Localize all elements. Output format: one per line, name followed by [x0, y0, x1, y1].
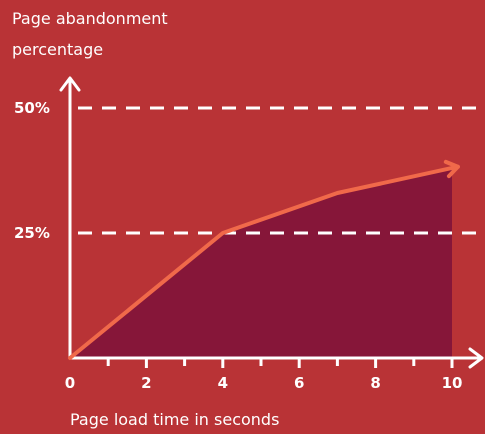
series-arrowhead: [443, 159, 460, 179]
x-axis-title: Page load time in seconds: [70, 410, 279, 429]
y-tick-label-50: 50%: [14, 99, 50, 117]
x-ticks: 0 2 4 6 8 10: [65, 358, 463, 392]
x-tick-label-2: 2: [141, 374, 151, 392]
area-fill: [70, 168, 452, 358]
reference-lines: 50% 25%: [14, 99, 485, 242]
y-axis-title-line-2: percentage: [12, 40, 103, 59]
x-tick-label-6: 6: [294, 374, 304, 392]
x-tick-label-8: 8: [370, 374, 380, 392]
x-tick-label-10: 10: [442, 374, 463, 392]
y-axis-title-line-1: Page abandonment: [12, 9, 168, 28]
x-tick-label-0: 0: [65, 374, 75, 392]
line-layer: [68, 159, 460, 360]
y-axis-arrowhead: [59, 76, 81, 92]
area-layer: [70, 168, 452, 358]
axes: [59, 76, 484, 369]
y-tick-label-25: 25%: [14, 224, 50, 242]
x-axis-arrowhead: [468, 347, 484, 369]
series-line: [68, 164, 460, 360]
x-tick-label-4: 4: [218, 374, 228, 392]
labels: Page abandonment percentage Page load ti…: [12, 9, 279, 429]
